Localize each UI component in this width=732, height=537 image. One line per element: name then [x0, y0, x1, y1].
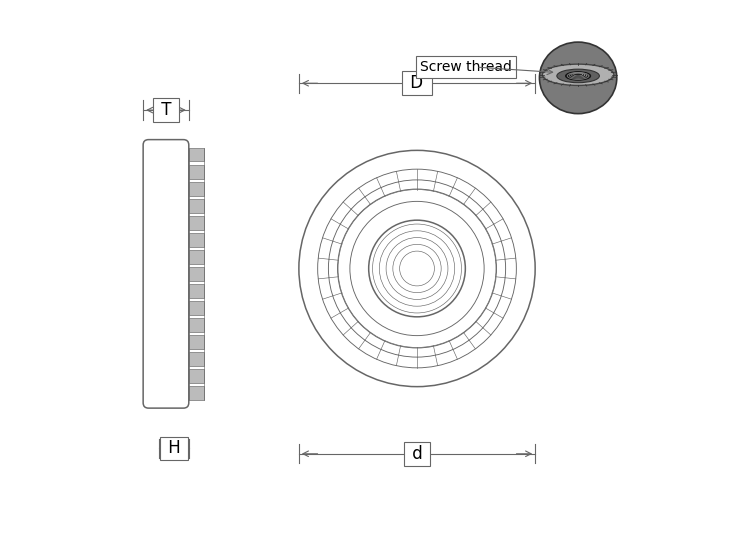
Text: T: T	[156, 101, 176, 119]
Bar	[189, 267, 203, 281]
Bar	[189, 165, 203, 178]
Text: H: H	[163, 439, 185, 458]
Text: D: D	[406, 74, 429, 92]
Bar	[189, 352, 203, 366]
Ellipse shape	[557, 69, 600, 83]
Bar	[189, 199, 203, 213]
Bar	[189, 182, 203, 195]
Ellipse shape	[539, 42, 617, 114]
Text: Screw thread: Screw thread	[419, 60, 512, 74]
Ellipse shape	[566, 71, 591, 80]
Bar	[189, 386, 203, 400]
Bar	[189, 216, 203, 230]
Ellipse shape	[542, 64, 614, 85]
Text: d: d	[406, 445, 427, 463]
Bar	[189, 250, 203, 264]
Bar	[189, 318, 203, 332]
Bar	[189, 301, 203, 315]
Bar	[189, 233, 203, 246]
Bar	[189, 369, 203, 383]
Bar	[189, 148, 203, 162]
FancyBboxPatch shape	[143, 140, 189, 408]
Bar	[189, 284, 203, 298]
Bar	[189, 335, 203, 349]
